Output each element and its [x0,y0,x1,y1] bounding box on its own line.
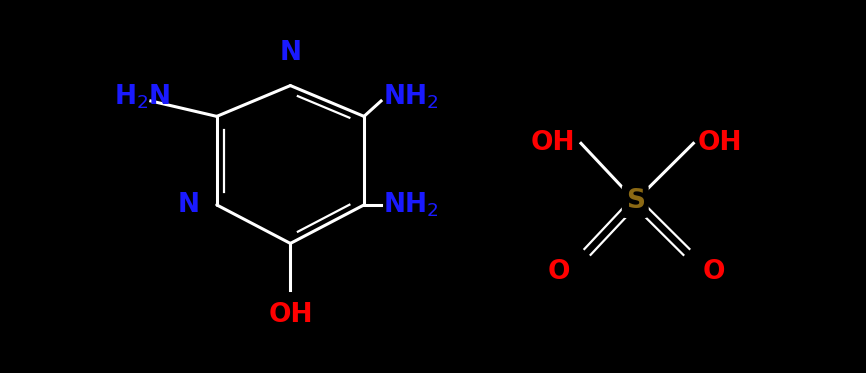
Text: O: O [548,259,571,285]
Text: OH: OH [531,130,575,156]
Text: OH: OH [268,302,313,328]
Text: OH: OH [697,130,742,156]
Text: O: O [703,259,726,285]
Text: N: N [280,40,301,66]
Text: NH$_2$: NH$_2$ [384,83,439,112]
Text: S: S [626,188,645,214]
Text: H$_2$N: H$_2$N [114,83,171,112]
Text: NH$_2$: NH$_2$ [384,191,439,219]
Text: N: N [178,192,200,218]
